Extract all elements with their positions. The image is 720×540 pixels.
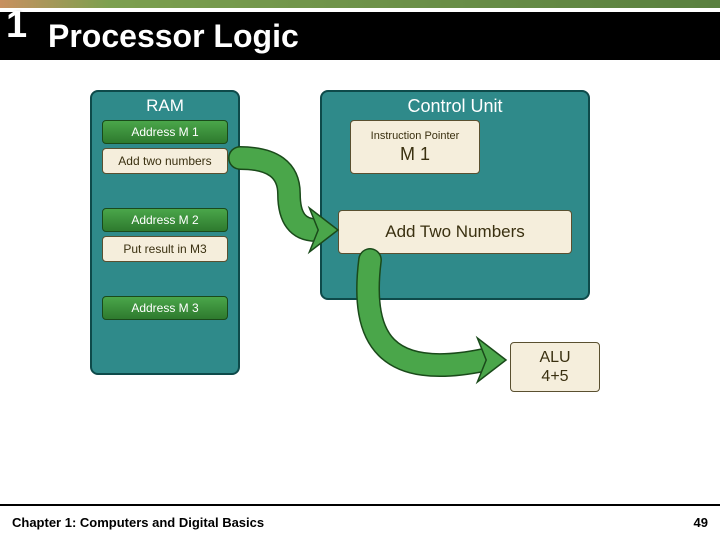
control-unit-label: Control Unit xyxy=(322,96,588,117)
ram-address-cell: Address M 3 xyxy=(102,296,228,320)
header-bar: 1 Processor Logic xyxy=(0,12,720,60)
footer-chapter: Chapter 1: Computers and Digital Basics xyxy=(12,515,264,530)
current-instruction-box: Add Two Numbers xyxy=(338,210,572,254)
footer-rule xyxy=(0,504,720,506)
chapter-number: 1 xyxy=(6,4,27,47)
footer: Chapter 1: Computers and Digital Basics … xyxy=(12,515,708,530)
alu-value: 4+5 xyxy=(541,367,568,386)
ram-address-cell: Address M 1 xyxy=(102,120,228,144)
ram-instruction-cell: Add two numbers xyxy=(102,148,228,174)
instruction-pointer-label: Instruction Pointer xyxy=(371,130,460,142)
instruction-pointer-value: M 1 xyxy=(400,144,430,165)
processor-logic-diagram: RAM Address M 1 Add two numbers Address M 2… xyxy=(90,90,650,470)
footer-page-number: 49 xyxy=(694,515,708,530)
alu-label: ALU xyxy=(539,348,570,367)
ram-address-cell: Address M 2 xyxy=(102,208,228,232)
ram-label: RAM xyxy=(92,96,238,116)
instruction-pointer-box: Instruction Pointer M 1 xyxy=(350,120,480,174)
header-decor-strip xyxy=(0,0,720,8)
alu-box: ALU4+5 xyxy=(510,342,600,392)
ram-instruction-cell: Put result in M3 xyxy=(102,236,228,262)
page-title: Processor Logic xyxy=(48,18,299,55)
